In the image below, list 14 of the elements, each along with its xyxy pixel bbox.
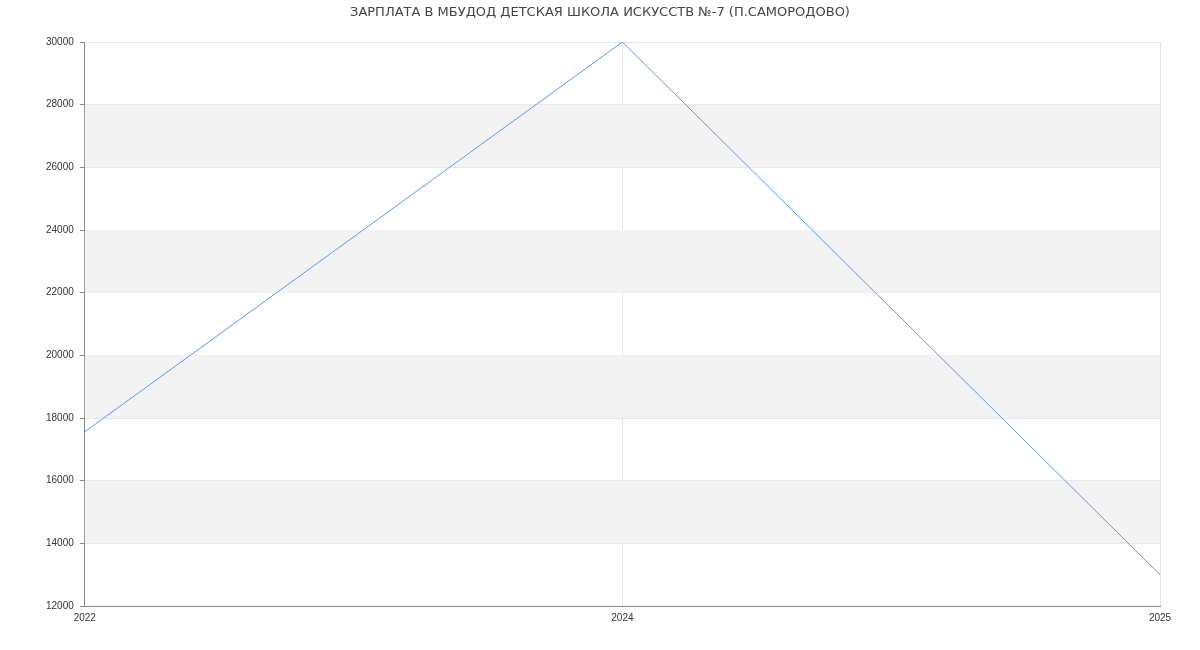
x-tick-label: 2022 bbox=[73, 611, 97, 623]
y-tick-label: 26000 bbox=[46, 161, 75, 173]
y-tick-label: 30000 bbox=[46, 35, 75, 47]
x-tick-label: 2025 bbox=[1148, 611, 1172, 623]
y-tick-label: 14000 bbox=[46, 537, 75, 549]
y-tick-label: 28000 bbox=[46, 98, 75, 110]
y-tick-label: 24000 bbox=[46, 223, 75, 235]
y-tick-label: 12000 bbox=[46, 599, 75, 611]
y-tick-label: 18000 bbox=[46, 411, 75, 423]
y-tick-label: 20000 bbox=[46, 349, 75, 361]
y-tick-label: 22000 bbox=[46, 286, 75, 298]
x-tick-label: 2024 bbox=[611, 611, 634, 623]
chart-title: ЗАРПЛАТА В МБУДОД ДЕТСКАЯ ШКОЛА ИСКУССТВ №-7 (П.САМОРОДОВО) bbox=[349, 4, 851, 19]
y-tick-label: 16000 bbox=[46, 474, 75, 486]
